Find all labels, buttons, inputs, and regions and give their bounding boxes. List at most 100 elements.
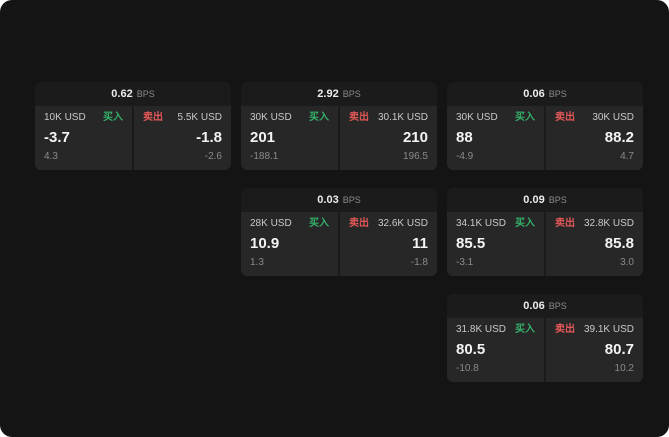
ask-top-row: 卖出 32.8K USD: [555, 218, 634, 230]
ask-delta: -1.8: [410, 257, 428, 268]
quote-body: 30K USD 买入 88 -4.9 卖出 30K USD 88.2 4.7: [447, 106, 643, 170]
buy-button[interactable]: 买入: [515, 218, 535, 229]
ask-amount: 30.1K USD: [377, 112, 428, 123]
ask-amount: 32.6K USD: [377, 218, 428, 229]
spread-header: 2.92 BPS: [241, 82, 437, 106]
buy-button[interactable]: 买入: [309, 112, 329, 123]
bid-delta: -188.1: [250, 151, 279, 162]
buy-button[interactable]: 买入: [515, 324, 535, 335]
bid-top-row: 30K USD 买入: [250, 112, 329, 124]
bid-price: 201: [250, 129, 276, 146]
spread-header: 0.06 BPS: [447, 82, 643, 106]
bid-amount: 10K USD: [44, 112, 86, 123]
bid-price: 80.5: [456, 341, 486, 358]
ask-price: 88.2: [604, 129, 634, 146]
bid-price: 10.9: [250, 235, 280, 252]
quote-body: 31.8K USD 买入 80.5 -10.8 卖出 39.1K USD 80.…: [447, 318, 643, 382]
buy-button[interactable]: 买入: [309, 218, 329, 229]
sell-button[interactable]: 卖出: [555, 324, 575, 335]
quote-card: 0.09 BPS 34.1K USD 买入 85.5 -3.1 卖出 32.8K…: [447, 188, 643, 276]
ask-delta: 4.7: [620, 151, 634, 162]
spread-header: 0.09 BPS: [447, 188, 643, 212]
ask-panel[interactable]: 卖出 32.6K USD 11 -1.8: [340, 212, 437, 276]
ask-price: 85.8: [604, 235, 634, 252]
spread-header: 0.06 BPS: [447, 294, 643, 318]
bid-top-row: 31.8K USD 买入: [456, 324, 535, 336]
spread-value: 0.03: [317, 194, 339, 206]
bid-panel[interactable]: 28K USD 买入 10.9 1.3: [241, 212, 338, 276]
ask-price: 11: [412, 235, 428, 252]
bid-amount: 28K USD: [250, 218, 292, 229]
quote-body: 30K USD 买入 201 -188.1 卖出 30.1K USD 210 1…: [241, 106, 437, 170]
spread-value: 0.06: [523, 88, 545, 100]
ask-amount: 5.5K USD: [177, 112, 222, 123]
bid-panel[interactable]: 34.1K USD 买入 85.5 -3.1: [447, 212, 544, 276]
ask-delta: 3.0: [620, 257, 634, 268]
spread-value: 2.92: [317, 88, 339, 100]
ask-price: 210: [402, 129, 428, 146]
ask-delta: 196.5: [402, 151, 428, 162]
ask-top-row: 卖出 30K USD: [555, 112, 634, 124]
bid-panel[interactable]: 10K USD 买入 -3.7 4.3: [35, 106, 132, 170]
bid-delta: 1.3: [250, 257, 264, 268]
bid-panel[interactable]: 30K USD 买入 88 -4.9: [447, 106, 544, 170]
bps-label: BPS: [136, 89, 155, 99]
ask-top-row: 卖出 32.6K USD: [349, 218, 428, 230]
sell-button[interactable]: 卖出: [349, 218, 369, 229]
bid-top-row: 30K USD 买入: [456, 112, 535, 124]
bid-panel[interactable]: 30K USD 买入 201 -188.1: [241, 106, 338, 170]
bid-price: 85.5: [456, 235, 486, 252]
quote-body: 10K USD 买入 -3.7 4.3 卖出 5.5K USD -1.8 -2.…: [35, 106, 231, 170]
ask-amount: 32.8K USD: [583, 218, 634, 229]
buy-button[interactable]: 买入: [103, 112, 123, 123]
quote-cards-grid: 0.62 BPS 10K USD 买入 -3.7 4.3 卖出 5.5K USD: [35, 82, 643, 382]
quote-card: 0.62 BPS 10K USD 买入 -3.7 4.3 卖出 5.5K USD: [35, 82, 231, 170]
bid-amount: 30K USD: [456, 112, 498, 123]
bid-panel[interactable]: 31.8K USD 买入 80.5 -10.8: [447, 318, 544, 382]
ask-panel[interactable]: 卖出 5.5K USD -1.8 -2.6: [134, 106, 231, 170]
quote-body: 34.1K USD 买入 85.5 -3.1 卖出 32.8K USD 85.8…: [447, 212, 643, 276]
quote-card: 0.03 BPS 28K USD 买入 10.9 1.3 卖出 32.6K US…: [241, 188, 437, 276]
bid-price: 88: [456, 129, 473, 146]
sell-button[interactable]: 卖出: [555, 112, 575, 123]
quote-body: 28K USD 买入 10.9 1.3 卖出 32.6K USD 11 -1.8: [241, 212, 437, 276]
sell-button[interactable]: 卖出: [143, 112, 163, 123]
ask-panel[interactable]: 卖出 32.8K USD 85.8 3.0: [546, 212, 643, 276]
sell-button[interactable]: 卖出: [349, 112, 369, 123]
bid-top-row: 34.1K USD 买入: [456, 218, 535, 230]
ask-top-row: 卖出 5.5K USD: [143, 112, 222, 124]
buy-button[interactable]: 买入: [515, 112, 535, 123]
bps-label: BPS: [342, 89, 361, 99]
bid-delta: 4.3: [44, 151, 58, 162]
quote-card: 0.06 BPS 31.8K USD 买入 80.5 -10.8 卖出 39.1…: [447, 294, 643, 382]
ask-delta: 10.2: [614, 363, 634, 374]
ask-panel[interactable]: 卖出 30.1K USD 210 196.5: [340, 106, 437, 170]
spread-value: 0.06: [523, 300, 545, 312]
bid-top-row: 10K USD 买入: [44, 112, 123, 124]
ask-panel[interactable]: 卖出 39.1K USD 80.7 10.2: [546, 318, 643, 382]
bid-amount: 31.8K USD: [456, 324, 507, 335]
ask-panel[interactable]: 卖出 30K USD 88.2 4.7: [546, 106, 643, 170]
spread-value: 0.62: [111, 88, 133, 100]
bid-amount: 30K USD: [250, 112, 292, 123]
bid-delta: -3.1: [456, 257, 474, 268]
ask-amount: 39.1K USD: [583, 324, 634, 335]
bid-amount: 34.1K USD: [456, 218, 507, 229]
bps-label: BPS: [548, 195, 567, 205]
ask-delta: -2.6: [204, 151, 222, 162]
bid-delta: -10.8: [456, 363, 479, 374]
bps-label: BPS: [548, 89, 567, 99]
ask-amount: 30K USD: [592, 112, 634, 123]
quote-card: 2.92 BPS 30K USD 买入 201 -188.1 卖出 30.1K …: [241, 82, 437, 170]
ask-top-row: 卖出 30.1K USD: [349, 112, 428, 124]
bid-top-row: 28K USD 买入: [250, 218, 329, 230]
spread-value: 0.09: [523, 194, 545, 206]
sell-button[interactable]: 卖出: [555, 218, 575, 229]
spread-header: 0.62 BPS: [35, 82, 231, 106]
bid-price: -3.7: [44, 129, 70, 146]
spread-header: 0.03 BPS: [241, 188, 437, 212]
bps-label: BPS: [342, 195, 361, 205]
quote-card: 0.06 BPS 30K USD 买入 88 -4.9 卖出 30K USD: [447, 82, 643, 170]
ask-price: -1.8: [196, 129, 222, 146]
